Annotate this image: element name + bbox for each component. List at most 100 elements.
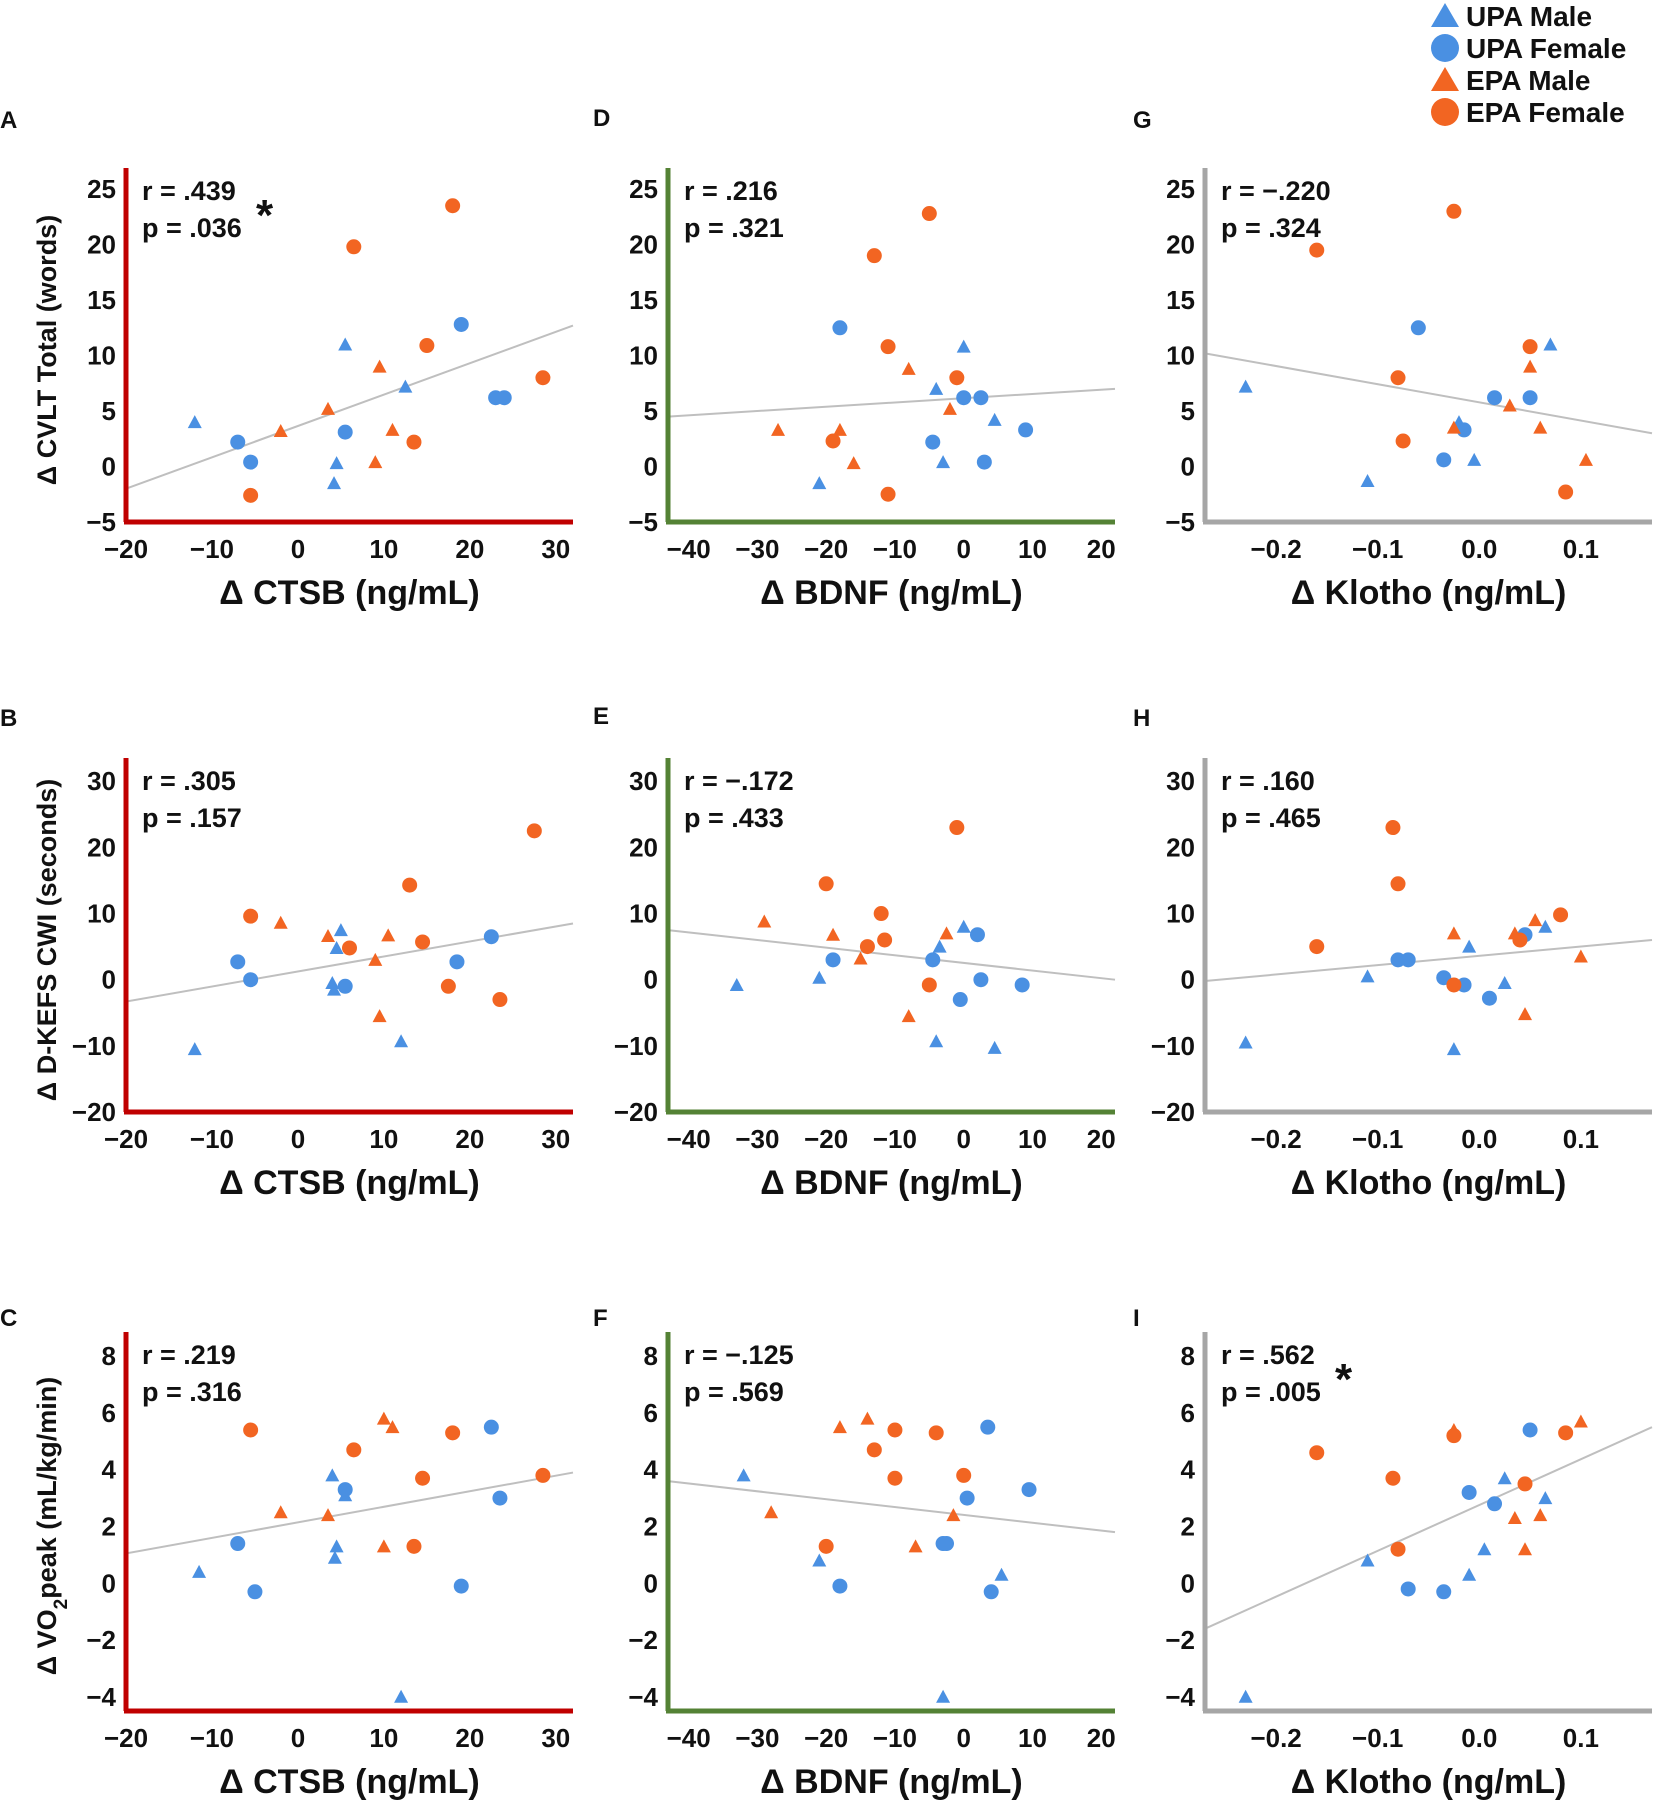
data-point-epa-female [818, 876, 834, 892]
data-point-upa-male [1462, 1567, 1477, 1581]
y-tick-label: 2 [644, 1512, 658, 1542]
data-point-epa-male [860, 1411, 875, 1425]
data-point-epa-female [877, 932, 893, 948]
data-point-epa-male [385, 1420, 400, 1434]
data-point-upa-female [969, 927, 985, 943]
data-point-upa-male [327, 982, 342, 996]
data-point-upa-female [247, 1584, 263, 1600]
data-point-upa-female [976, 454, 992, 470]
data-point-upa-female [1018, 422, 1034, 438]
data-point-upa-male [729, 977, 744, 991]
data-point-upa-female [1436, 1584, 1452, 1600]
regression-line [1204, 1426, 1653, 1630]
data-point-epa-female [956, 1467, 972, 1483]
data-point-epa-male [901, 361, 916, 375]
data-point-epa-female [880, 486, 896, 502]
y-tick-label: 10 [87, 341, 116, 371]
data-point-epa-male [757, 914, 772, 928]
data-point-epa-male [946, 1508, 961, 1522]
y-tick-label: −10 [72, 1031, 116, 1061]
x-tick-label: 0 [956, 1124, 970, 1154]
x-tick-label: 0.0 [1461, 1723, 1497, 1753]
x-tick-label: 0 [291, 1723, 305, 1753]
stat-p: p = .465 [1221, 803, 1321, 833]
data-point-epa-female [406, 434, 422, 450]
y-tick-label: 0 [102, 1568, 116, 1598]
data-point-epa-female [535, 1467, 551, 1483]
x-tick-label: −20 [804, 1124, 848, 1154]
data-point-upa-female [243, 972, 259, 988]
x-tick-label: −40 [667, 534, 711, 564]
x-tick-label: −10 [190, 1723, 234, 1753]
data-point-upa-female [973, 972, 989, 988]
panel-letter: C [0, 1305, 17, 1332]
y-tick-label: −10 [614, 1031, 658, 1061]
data-point-epa-male [1502, 398, 1517, 412]
legend-label: EPA Male [1466, 65, 1590, 96]
x-tick-label: 10 [1018, 1723, 1047, 1753]
data-point-upa-male [329, 456, 344, 470]
x-tick-label: −10 [190, 534, 234, 564]
data-point-epa-male [273, 424, 288, 438]
data-point-upa-female [449, 954, 465, 970]
y-tick-label: 4 [644, 1455, 659, 1485]
data-point-upa-male [1497, 1471, 1512, 1485]
data-point-upa-female [832, 1578, 848, 1594]
data-point-upa-female [1400, 952, 1416, 968]
y-tick-label: 0 [644, 965, 658, 995]
data-point-epa-male [771, 422, 786, 436]
x-tick-label: 0 [956, 534, 970, 564]
data-point-epa-female [406, 1538, 422, 1554]
data-point-epa-female [859, 939, 875, 955]
x-tick-label: 0.1 [1563, 1723, 1599, 1753]
data-point-upa-male [187, 415, 202, 429]
y-tick-label: −20 [1151, 1097, 1195, 1127]
data-point-epa-female [1309, 1445, 1325, 1461]
data-point-epa-female [415, 1470, 431, 1486]
x-tick-label: 10 [1018, 534, 1047, 564]
data-point-epa-female [1309, 939, 1325, 955]
y-tick-label: 20 [87, 832, 116, 862]
x-tick-label: −20 [104, 534, 148, 564]
stat-p: p = .316 [142, 1377, 242, 1407]
data-point-epa-male [939, 926, 954, 940]
data-point-epa-male [846, 456, 861, 470]
panel-letter: F [593, 1305, 608, 1332]
x-tick-label: 10 [369, 1723, 398, 1753]
x-tick-label: 20 [455, 534, 484, 564]
data-point-upa-male [1467, 452, 1482, 466]
panel-letter: D [593, 105, 610, 132]
data-point-epa-female [346, 1442, 362, 1458]
data-point-epa-female [1390, 1541, 1406, 1557]
stat-p: p = .324 [1221, 213, 1321, 243]
stat-r: r = −.220 [1221, 176, 1331, 206]
data-point-epa-female [1558, 484, 1574, 500]
data-point-epa-female [887, 1422, 903, 1438]
data-point-upa-female [925, 952, 941, 968]
y-tick-label: 20 [629, 832, 658, 862]
data-point-upa-female [1461, 1484, 1477, 1500]
stat-r: r = −.172 [684, 766, 794, 796]
data-point-upa-male [1360, 1553, 1375, 1567]
data-point-epa-female [873, 906, 889, 922]
data-point-epa-female [1390, 876, 1406, 892]
stat-p: p = .433 [684, 803, 784, 833]
y-tick-label: 15 [1166, 285, 1195, 315]
data-point-upa-male [936, 1689, 951, 1703]
y-tick-label: −20 [614, 1097, 658, 1127]
data-point-upa-male [394, 1034, 409, 1048]
data-point-upa-male [325, 1468, 340, 1482]
data-point-epa-female [419, 338, 435, 354]
data-point-epa-female [1385, 820, 1401, 836]
data-point-epa-male [1573, 1414, 1588, 1428]
x-tick-label: 0 [956, 1723, 970, 1753]
legend-label: UPA Male [1466, 1, 1592, 32]
x-tick-label: −10 [873, 1124, 917, 1154]
y-tick-label: 10 [1166, 341, 1195, 371]
stat-p: p = .005 [1221, 1377, 1321, 1407]
data-point-epa-male [832, 1420, 847, 1434]
data-point-epa-male [376, 1539, 391, 1553]
x-axis-title: Δ CTSB (ng/mL) [219, 1164, 480, 1202]
data-point-epa-female [492, 992, 508, 1008]
